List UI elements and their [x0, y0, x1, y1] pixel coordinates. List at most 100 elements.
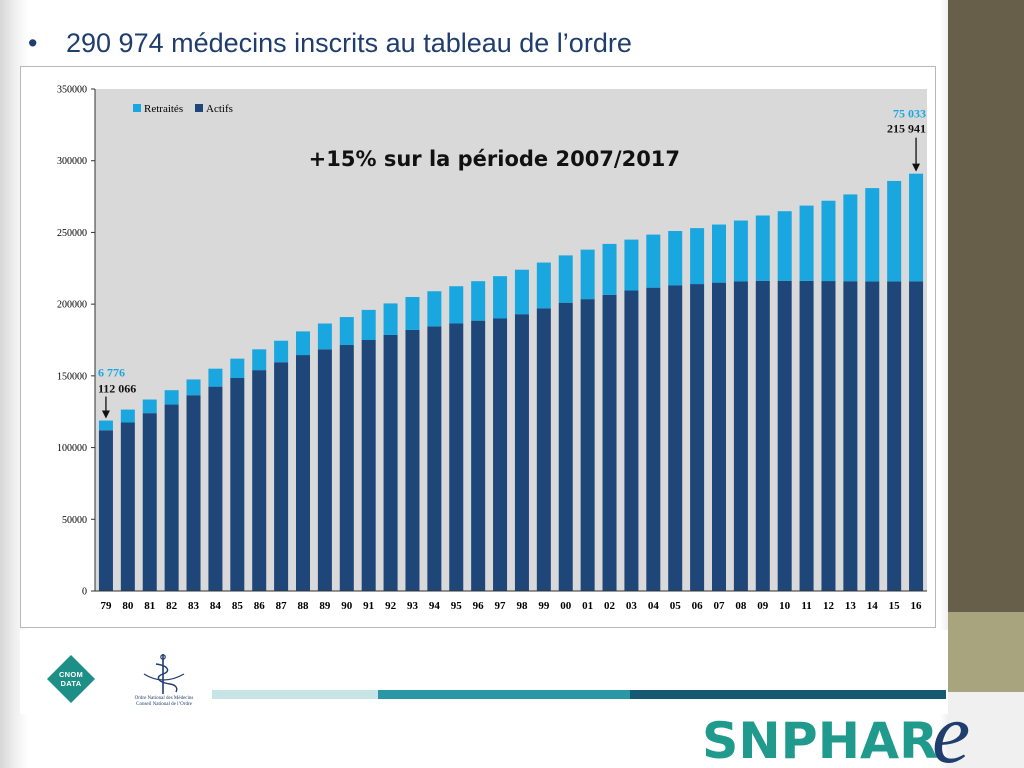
x-tick-label: 81	[144, 600, 155, 612]
annotation-first-actifs: 112 066	[98, 382, 136, 396]
x-tick-label: 96	[473, 600, 485, 612]
bar-actifs	[624, 290, 639, 591]
bar-actifs	[295, 355, 311, 591]
bar-actifs	[514, 314, 529, 591]
x-tick-label: 97	[495, 600, 507, 612]
x-tick-label: 11	[801, 600, 811, 612]
bar-retraites	[186, 379, 201, 396]
bar-actifs	[733, 281, 748, 591]
bar-actifs	[361, 340, 376, 591]
bar-retraites	[755, 215, 770, 281]
bar-actifs	[799, 280, 814, 591]
slide-title: • 290 974 médecins inscrits au tableau de…	[28, 28, 632, 59]
bar-actifs	[821, 281, 836, 591]
chart-headline: +15% sur la période 2007/2017	[309, 147, 680, 171]
snphar-e-mark: e	[932, 702, 970, 768]
footer-divider-light	[212, 690, 378, 699]
bar-actifs	[449, 323, 464, 591]
y-tick-label: 300000	[57, 156, 87, 167]
bar-retraites	[427, 291, 442, 327]
y-tick-label: 150000	[57, 371, 87, 382]
bar-retraites	[339, 317, 354, 346]
cnom-data-logo-text: CNOM DATA	[58, 670, 84, 688]
x-tick-label: 86	[254, 600, 265, 612]
bar-actifs	[317, 349, 332, 591]
bar-actifs	[668, 285, 683, 591]
bar-retraites	[536, 262, 551, 309]
x-tick-label: 80	[122, 600, 134, 612]
x-tick-label: 09	[757, 600, 769, 612]
x-tick-label: 01	[582, 600, 593, 612]
x-tick-label: 16	[911, 600, 923, 612]
bar-actifs	[120, 422, 135, 591]
x-tick-label: 14	[867, 600, 879, 612]
x-tick-label: 99	[538, 600, 550, 612]
bar-retraites	[120, 409, 135, 423]
cnom-data-logo-icon	[47, 655, 95, 703]
bar-actifs	[208, 386, 223, 591]
x-tick-label: 88	[298, 600, 310, 612]
bar-actifs	[383, 334, 398, 591]
x-tick-label: 07	[714, 600, 726, 612]
footer: CNOM DATA Ordre National des Médecins Co…	[20, 630, 948, 714]
bar-actifs	[252, 370, 267, 591]
bar-actifs	[777, 280, 792, 591]
bar-actifs	[186, 395, 201, 591]
caduceus-icon	[143, 654, 185, 694]
snphar-wordmark: SNPHAR	[702, 712, 938, 768]
footer-divider-dark	[630, 690, 946, 699]
bar-actifs	[690, 284, 705, 591]
x-tick-label: 87	[276, 600, 288, 612]
bar-retraites	[383, 303, 398, 335]
bar-retraites	[668, 230, 683, 286]
x-tick-label: 79	[100, 600, 112, 612]
annotation-last-retraites: 75 033	[893, 107, 926, 121]
legend-swatch-actifs	[195, 104, 203, 112]
bars	[98, 173, 924, 591]
bar-retraites	[295, 331, 311, 356]
y-tick-label: 350000	[57, 85, 87, 96]
x-tick-label: 95	[451, 600, 463, 612]
bar-retraites	[602, 243, 617, 295]
ordre-line-2: Conseil National de l’Ordre	[136, 702, 192, 707]
bar-retraites	[558, 255, 573, 303]
bar-retraites	[690, 228, 705, 285]
bar-retraites	[909, 173, 924, 282]
bar-actifs	[471, 320, 486, 591]
bar-retraites	[405, 296, 420, 330]
bar-actifs	[164, 404, 179, 591]
x-tick-label: 12	[823, 600, 835, 612]
annotation-first-retraites: 6 776	[98, 366, 125, 380]
x-tick-label: 89	[319, 600, 331, 612]
side-decoration-bottom	[948, 612, 1024, 692]
bar-actifs	[558, 302, 573, 591]
bar-actifs	[909, 281, 924, 591]
title-text: 290 974 médecins inscrits au tableau de …	[66, 28, 632, 58]
y-tick-label: 50000	[62, 515, 87, 526]
legend-label-retraites: Retraités	[144, 103, 183, 115]
bar-retraites	[887, 180, 902, 282]
bar-actifs	[865, 281, 880, 591]
bar-actifs	[493, 318, 508, 591]
bar-retraites	[317, 323, 332, 350]
legend-swatch-retraites	[133, 104, 141, 112]
y-tick-label: 200000	[57, 300, 87, 311]
x-tick-label: 02	[604, 600, 616, 612]
bar-actifs	[230, 378, 245, 591]
x-tick-label: 06	[692, 600, 704, 612]
bar-retraites	[98, 420, 113, 431]
x-tick-label: 83	[188, 600, 200, 612]
bar-actifs	[843, 281, 858, 591]
bar-retraites	[843, 194, 858, 282]
bar-actifs	[602, 294, 617, 591]
bar-retraites	[361, 309, 376, 340]
ordre-line-1: Ordre National des Médecins	[134, 696, 194, 701]
bar-actifs	[580, 299, 595, 591]
x-tick-label: 13	[845, 600, 857, 612]
bar-actifs	[887, 281, 902, 591]
bar-retraites	[274, 340, 289, 363]
bar-retraites	[208, 368, 223, 387]
ordre-name: Ordre National des Médecins Conseil Nati…	[104, 696, 224, 708]
bar-retraites	[230, 358, 245, 379]
y-tick-label: 250000	[57, 228, 87, 239]
